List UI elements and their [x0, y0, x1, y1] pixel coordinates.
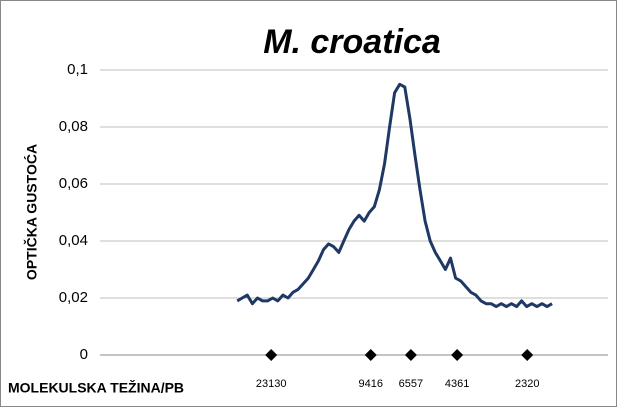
marker-label: 2320	[515, 378, 539, 390]
marker-label: 6557	[399, 378, 423, 390]
chart-title: M. croatica	[263, 23, 441, 61]
marker	[521, 349, 534, 361]
y-tick-label: 0,1	[67, 61, 88, 78]
marker	[451, 349, 464, 361]
x-axis-label: MOLEKULSKA TEŽINA/PB	[8, 379, 184, 396]
marker-label: 23130	[256, 378, 287, 390]
marker-label: 4361	[445, 378, 469, 390]
marker	[364, 349, 377, 361]
y-tick-label: 0,06	[59, 175, 88, 192]
y-tick-label: 0,08	[59, 118, 88, 135]
y-tick-label: 0,02	[59, 289, 88, 306]
marker-label: 9416	[359, 378, 383, 390]
marker	[404, 349, 417, 361]
y-tick-label: 0	[80, 346, 88, 363]
y-axis-label: OPTIČKA GUSTOĆA	[23, 144, 40, 280]
density-line	[236, 82, 553, 309]
y-tick-label: 0,04	[59, 232, 88, 249]
marker	[265, 349, 278, 361]
